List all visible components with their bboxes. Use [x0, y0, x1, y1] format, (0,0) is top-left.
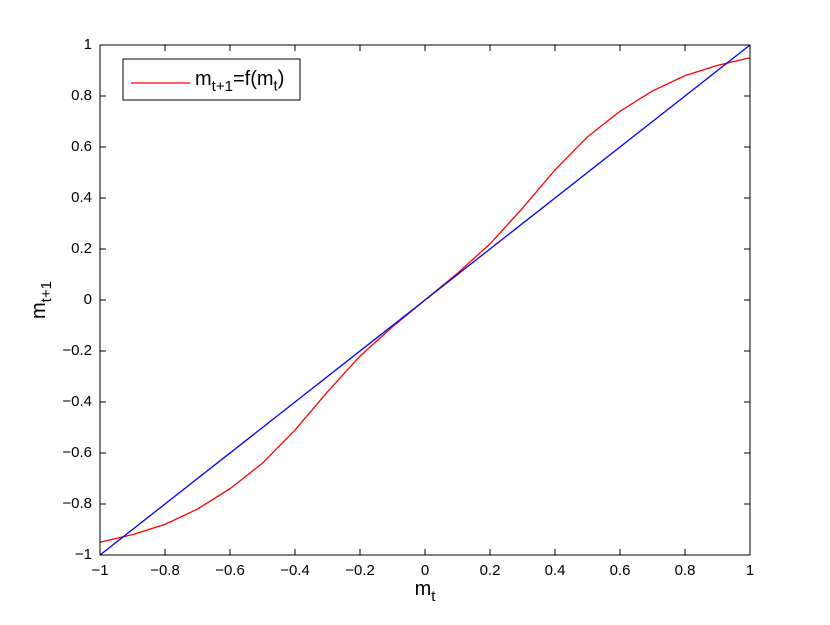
y-tick-label: −0.6	[62, 444, 92, 461]
y-tick-label: 0.8	[71, 87, 92, 104]
x-tick-label: −1	[91, 562, 108, 579]
y-tick-label: 0.2	[71, 240, 92, 257]
y-tick-label: −1	[75, 546, 92, 563]
x-tick-label: −0.2	[345, 562, 375, 579]
x-tick-label: 0.4	[545, 562, 566, 579]
y-tick-label: 0	[84, 291, 92, 308]
y-tick-label: −0.8	[62, 495, 92, 512]
y-tick-label: 0.6	[71, 138, 92, 155]
x-axis-label: mt	[415, 578, 437, 604]
x-tick-label: 1	[746, 562, 754, 579]
y-tick-label: −0.2	[62, 342, 92, 359]
x-tick-label: −0.8	[150, 562, 180, 579]
y-tick-label: 0.4	[71, 189, 92, 206]
x-tick-label: 0.6	[610, 562, 631, 579]
x-tick-label: −0.4	[280, 562, 310, 579]
legend-label: mt+1=f(mt)	[195, 68, 284, 95]
y-tick-label: 1	[84, 36, 92, 53]
x-tick-label: 0.2	[480, 562, 501, 579]
legend	[122, 58, 301, 101]
x-tick-label: −0.6	[215, 562, 245, 579]
y-tick-label: −0.4	[62, 393, 92, 410]
x-tick-label: 0.8	[675, 562, 696, 579]
series-line	[99, 44, 751, 556]
x-tick-label: 0	[421, 562, 429, 579]
axes-frame	[99, 44, 751, 556]
y-axis-label: mt+1	[28, 281, 54, 319]
